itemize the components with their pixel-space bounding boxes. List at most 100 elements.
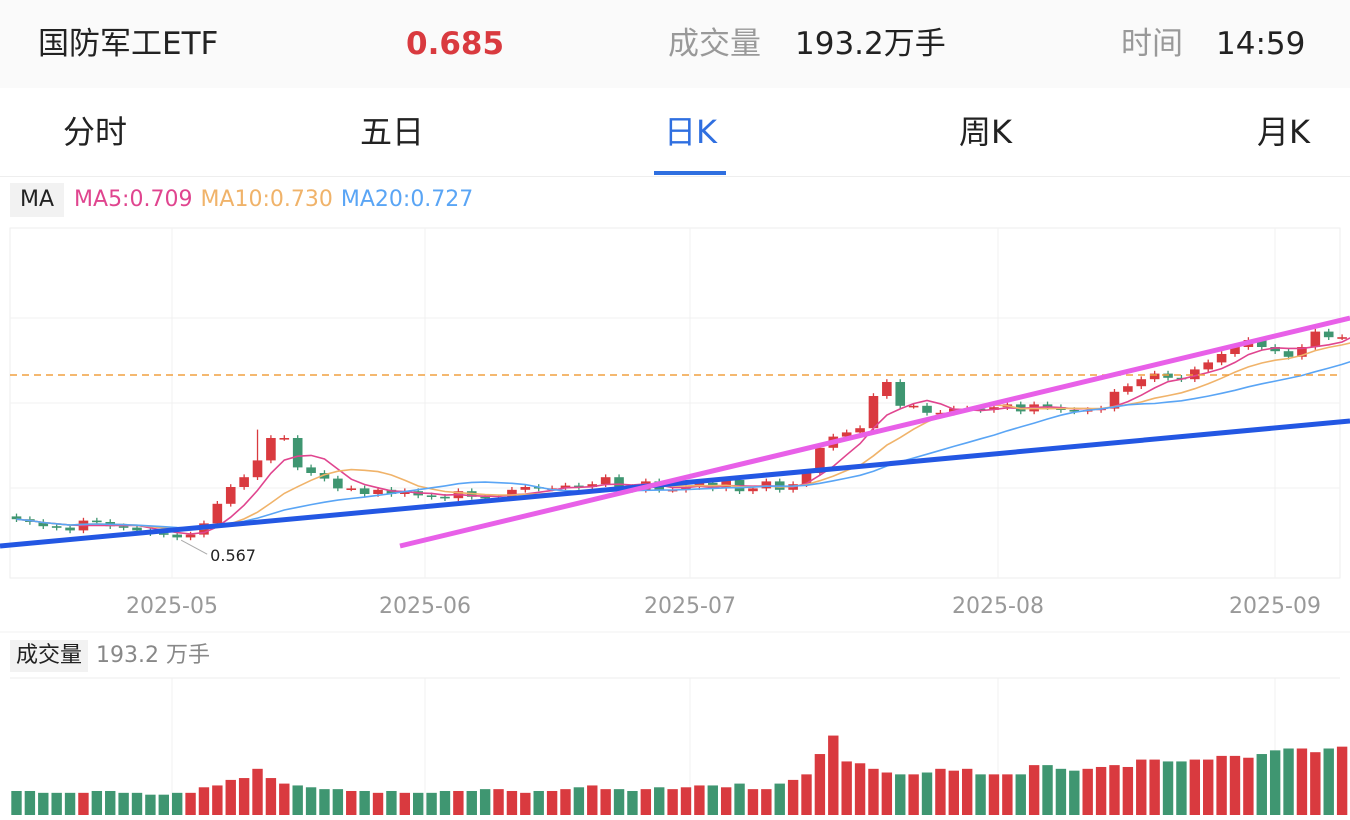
candle-body (975, 408, 986, 411)
volume-bar (881, 772, 893, 815)
candle-body (279, 438, 290, 440)
candle-body (359, 488, 370, 494)
tab-daily-k[interactable]: 日K (664, 113, 717, 151)
volume-bar (546, 790, 558, 815)
volume-bar (1095, 766, 1107, 815)
candle-body (266, 438, 276, 461)
candle-body (51, 526, 62, 528)
candle-body (185, 534, 196, 538)
candle-body (11, 516, 22, 520)
volume-bar (975, 774, 986, 815)
volume-bar (1203, 759, 1214, 815)
candle-body (801, 473, 812, 485)
volume-bar (1042, 765, 1053, 815)
x-tick-label: 2025-07 (644, 594, 736, 619)
tab-five-day[interactable]: 五日 (360, 113, 425, 151)
candle-body (333, 478, 343, 489)
volume-bar (667, 789, 678, 815)
volume-bar (921, 772, 933, 815)
volume-bar (613, 789, 625, 815)
volume-bar (185, 792, 196, 815)
tab-monthly-k[interactable]: 月K (1257, 113, 1310, 151)
volume-bar (1122, 766, 1134, 815)
volume-bar (426, 792, 437, 815)
volume-bar (1002, 774, 1013, 815)
volume-bar (118, 792, 129, 815)
candle-body (908, 405, 919, 408)
last-price: 0.685 (406, 26, 505, 62)
volume-bar (895, 774, 906, 815)
ma20-line (16, 360, 1350, 529)
volume-bar (439, 790, 451, 815)
volume-bar (935, 768, 946, 815)
volume-bar (78, 792, 89, 815)
ma5-legend: MA5:0.709 (74, 187, 193, 212)
volume-bar (171, 792, 183, 815)
candle-body (1297, 347, 1307, 357)
candle-body (935, 412, 946, 415)
fund-name: 国防军工ETF (38, 26, 219, 62)
ma-tag[interactable]: MA (10, 183, 65, 217)
volume-bar (1269, 750, 1281, 815)
volume-bar (1296, 748, 1308, 815)
candle-body (574, 485, 584, 488)
volume-bar (908, 774, 919, 815)
volume-bar (774, 783, 785, 815)
volume-bar (238, 778, 250, 815)
volume-bar (24, 790, 36, 815)
volume-bar (961, 768, 973, 815)
volume-bar (707, 785, 718, 815)
volume-bar (654, 787, 665, 815)
candle-body (426, 495, 437, 497)
candle-body (1337, 337, 1347, 339)
candle-body (1136, 379, 1147, 387)
candle-body (895, 382, 906, 406)
low-annotation-leader (180, 539, 208, 555)
trend-line-magenta (399, 315, 1350, 549)
volume-bar (105, 790, 116, 815)
volume-tag[interactable]: 成交量 (10, 640, 89, 672)
candle-body (1283, 351, 1294, 357)
volume-bar (1162, 761, 1174, 815)
volume-bar (854, 763, 866, 815)
period-tabs: 分时 五日 日K 周K 月K (0, 88, 1350, 177)
volume-bar (747, 789, 759, 815)
ma5-line (16, 337, 1350, 535)
tab-weekly-k[interactable]: 周K (959, 113, 1012, 151)
candle-body (225, 487, 236, 504)
volume-bar (265, 778, 277, 815)
volume-bar (413, 792, 424, 815)
candle-body (386, 489, 397, 494)
candle-body (520, 487, 531, 490)
candle-body (1270, 347, 1280, 352)
volume-bar (1028, 765, 1040, 815)
candle-body (1256, 340, 1267, 347)
volume-bar (64, 792, 76, 815)
ma-legend: MA MA5:0.709 MA10:0.730 MA20:0.727 (10, 183, 481, 217)
candle-body (815, 447, 825, 473)
candle-body (158, 533, 169, 535)
volume-label: 成交量 (668, 26, 761, 62)
volume-bar (734, 783, 745, 815)
quote-header: 国防军工ETF 0.685 成交量 193.2万手 时间 14:59 (0, 0, 1350, 88)
candle-body (1230, 347, 1240, 354)
volume-bar (1283, 748, 1294, 815)
volume-bar (573, 787, 585, 815)
candle-body (65, 527, 75, 531)
volume-bar (91, 790, 103, 815)
ma10-legend: MA10:0.730 (200, 187, 333, 212)
candle-body (1123, 386, 1133, 392)
candle-body (721, 480, 731, 489)
volume-bar (1136, 759, 1147, 815)
tab-intraday[interactable]: 分时 (63, 113, 128, 151)
volume-bar (252, 768, 263, 815)
volume-bar (868, 768, 879, 815)
candle-body (38, 522, 49, 527)
x-tick-label: 2025-06 (379, 594, 471, 619)
volume-bar (506, 790, 518, 815)
volume-bar (279, 783, 290, 815)
candle-body (868, 396, 879, 429)
volume-bar (1310, 752, 1321, 815)
x-tick-label: 2025-08 (952, 594, 1044, 619)
